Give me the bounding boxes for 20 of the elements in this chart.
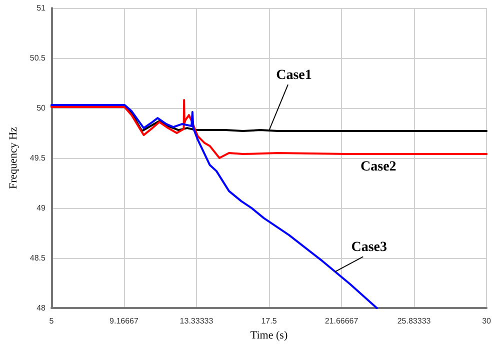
y-tick-label: 50	[36, 104, 46, 113]
x-tick-label: 13.33333	[180, 316, 214, 326]
x-tick-label: 17.5	[261, 316, 278, 326]
y-tick-label: 49	[36, 204, 46, 213]
y-tick-label: 48.5	[30, 254, 46, 263]
x-tick-label: 30	[482, 316, 492, 326]
series-label: Case2	[360, 159, 396, 174]
y-tick-label: 48	[36, 304, 46, 313]
y-tick-label: 51	[36, 4, 46, 12]
x-tick-label: 21.66667	[324, 316, 359, 326]
x-tick-label: 9.16667	[110, 316, 139, 326]
text: Case1	[276, 68, 312, 84]
y-tick-label: 50.5	[30, 54, 46, 63]
series-label: Case3	[351, 240, 388, 256]
x-tick-label: 25.83333	[397, 316, 432, 326]
y-tick-label: 49.5	[30, 154, 46, 163]
line-series	[50, 99, 488, 160]
x-axis-title: Time (s)	[250, 330, 288, 342]
x-tick-label: 5	[49, 316, 54, 326]
y-axis-title: Frequency Hz	[8, 126, 20, 190]
